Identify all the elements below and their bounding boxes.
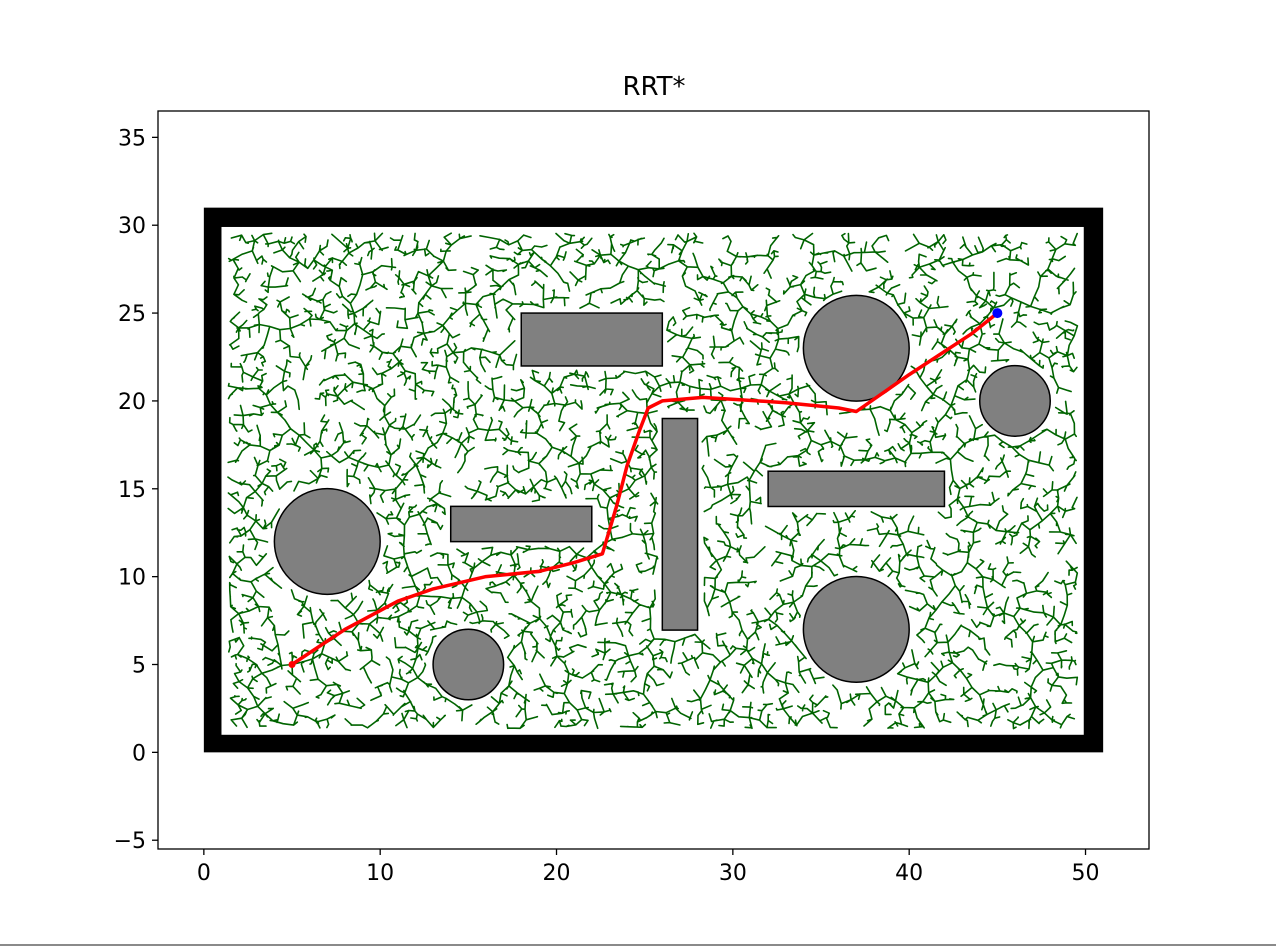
y-tick-label-30: 30 [118,214,146,239]
plot-area [203,207,1104,753]
window-bottom-border [0,944,1276,946]
y-tick-label-10: 10 [118,566,146,591]
obstacle-circle-4 [978,364,1052,437]
y-tick-label-15: 15 [118,478,146,503]
planned-path [291,311,999,666]
y-tick-label-0: 0 [132,741,146,766]
y-tick-label-35: 35 [118,126,146,151]
x-tick-label-0: 0 [197,861,211,886]
obstacle-rect-4 [767,470,946,508]
x-tick-label-20: 20 [543,861,571,886]
obstacle-rect-2 [449,505,593,543]
x-tick-label-10: 10 [366,861,394,886]
obstacle-circle-2 [432,628,505,701]
rrt-tree-edges [227,232,1079,730]
obstacle-circle-1 [273,487,381,596]
obstacle-circle-3 [802,294,910,402]
y-tick-label-20: 20 [118,390,146,415]
obstacle-rect-3 [661,417,699,631]
obstacle-rect-1 [520,312,664,367]
axes-frame [157,110,1150,850]
x-tick-label-50: 50 [1072,861,1100,886]
start-point [288,661,296,668]
chart-title: RRT* [622,72,685,102]
obstacle-circle-5 [802,575,910,684]
goal-point [992,308,1003,319]
y-tick-label-5: 5 [132,654,146,679]
axes: 0 10 20 30 40 50 −5 0 5 10 15 20 25 30 35 [114,110,1150,886]
y-tick-label--5: −5 [114,829,146,854]
y-tick-label-25: 25 [118,302,146,327]
x-tick-label-40: 40 [895,861,923,886]
x-tick-label-30: 30 [719,861,747,886]
